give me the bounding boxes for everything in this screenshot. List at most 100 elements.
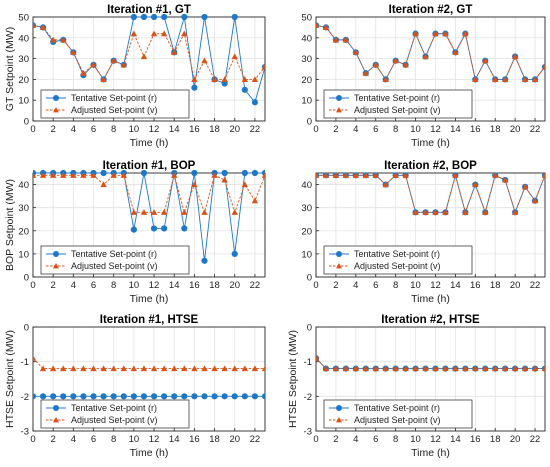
point-adjusted <box>541 172 545 178</box>
point-adjusted <box>221 365 228 372</box>
x-tick-label: 20 <box>510 124 521 135</box>
plot-series <box>316 355 545 372</box>
point-adjusted <box>160 365 168 372</box>
point-adjusted <box>120 172 127 178</box>
point-adjusted <box>482 57 489 64</box>
point-adjusted <box>70 365 77 372</box>
point-adjusted <box>462 365 469 372</box>
x-tick-label: 12 <box>430 280 441 291</box>
x-tick-label: 6 <box>373 434 378 445</box>
point-adjusted <box>342 36 350 43</box>
point-adjusted <box>322 172 330 178</box>
y-tick-label: 0 <box>307 273 312 284</box>
point-adjusted <box>201 365 208 372</box>
x-axis-label: Time (h) <box>411 137 450 149</box>
chart-title: Iteration #1, GT <box>107 4 191 16</box>
legend-label-tentative: Tentative Set-point (r) <box>71 93 157 103</box>
point-adjusted <box>432 30 439 37</box>
point-adjusted <box>362 365 369 372</box>
chart-title: Iteration #2, GT <box>389 4 473 16</box>
legend-label-adjusted: Adjusted Set-point (v) <box>71 415 158 425</box>
point-adjusted <box>110 172 117 178</box>
x-tick-label: 12 <box>430 434 441 445</box>
point-tentative <box>90 393 97 400</box>
legend-label-adjusted: Adjusted Set-point (v) <box>354 415 441 425</box>
point-adjusted <box>511 53 519 60</box>
point-adjusted <box>140 365 148 372</box>
point-adjusted <box>521 183 529 190</box>
point-adjusted <box>70 172 77 178</box>
point-adjusted <box>39 365 47 372</box>
point-adjusted <box>150 30 158 37</box>
point-adjusted <box>402 172 409 178</box>
y-axis-label: HTSE Setpoint (MW) <box>287 330 299 428</box>
x-tick-label: 14 <box>450 280 461 291</box>
point-adjusted <box>501 365 509 372</box>
legend-label-adjusted: Adjusted Set-point (v) <box>354 261 441 271</box>
x-tick-label: 0 <box>313 434 318 445</box>
point-adjusted <box>261 365 265 372</box>
legend-marker-tentative <box>53 95 59 101</box>
legend: Tentative Set-point (r) Adjusted Set-poin… <box>323 245 473 275</box>
y-tick-label: 20 <box>18 226 29 237</box>
legend: Tentative Set-point (r) Adjusted Set-poin… <box>323 89 473 119</box>
y-tick-label: 10 <box>301 249 312 260</box>
legend-label-adjusted: Adjusted Set-point (v) <box>354 105 441 115</box>
point-adjusted <box>211 172 218 178</box>
point-tentative <box>100 169 107 177</box>
x-tick-label: 0 <box>313 280 318 291</box>
x-tick-label: 2 <box>51 280 56 291</box>
point-adjusted <box>33 22 37 28</box>
x-axis-label: Time (h) <box>130 293 169 305</box>
legend-marker-tentative <box>336 95 342 101</box>
point-adjusted <box>452 365 459 372</box>
legend-label-tentative: Tentative Set-point (r) <box>71 403 157 413</box>
y-tick-label: -3 <box>304 427 312 438</box>
point-adjusted <box>342 172 350 178</box>
point-adjusted <box>372 365 379 372</box>
point-adjusted <box>531 76 539 82</box>
point-tentative <box>191 169 198 177</box>
legend: Tentative Set-point (r) Adjusted Set-poin… <box>323 399 473 429</box>
point-adjusted <box>432 365 439 372</box>
point-adjusted <box>382 181 389 188</box>
x-tick-label: 2 <box>51 124 56 135</box>
point-adjusted <box>452 172 459 178</box>
legend-marker-tentative <box>336 251 342 257</box>
point-adjusted <box>49 365 57 372</box>
y-tick-label: 10 <box>301 96 312 107</box>
legend-box <box>40 89 190 119</box>
point-adjusted <box>60 36 67 43</box>
point-adjusted <box>261 172 265 178</box>
x-tick-label: 20 <box>229 280 240 291</box>
point-tentative <box>251 99 259 106</box>
y-tick-label: 50 <box>18 13 29 24</box>
y-tick-label: -3 <box>21 427 29 438</box>
point-adjusted <box>541 63 545 70</box>
point-adjusted <box>482 365 489 372</box>
y-axis-label: GT Setpoint (MW) <box>4 27 16 111</box>
point-adjusted <box>442 30 449 37</box>
chart-panel-2: 0 2 4 6 8 10 12 14 16 18 20 22 0 10 20 30 40 50 Iteration … <box>301 4 546 149</box>
point-tentative <box>241 169 248 177</box>
point-tentative <box>130 13 137 21</box>
x-tick-label: 8 <box>393 124 398 135</box>
x-tick-label: 20 <box>510 280 521 291</box>
point-adjusted <box>432 209 439 215</box>
point-adjusted <box>462 209 469 215</box>
point-adjusted <box>362 172 369 178</box>
x-tick-label: 8 <box>393 280 398 291</box>
legend-label-tentative: Tentative Set-point (r) <box>354 249 440 259</box>
x-tick-label: 12 <box>430 124 441 135</box>
point-adjusted <box>191 76 198 82</box>
x-tick-label: 22 <box>530 280 541 291</box>
point-tentative <box>171 393 178 400</box>
y-tick-label: -1 <box>304 357 312 368</box>
point-adjusted <box>316 355 320 361</box>
point-tentative <box>201 13 208 21</box>
y-axis-label: HTSE Setpoint (MW) <box>4 330 16 428</box>
point-tentative <box>231 13 238 21</box>
point-tentative <box>80 393 87 400</box>
point-tentative <box>150 393 158 400</box>
x-tick-label: 18 <box>209 434 220 445</box>
